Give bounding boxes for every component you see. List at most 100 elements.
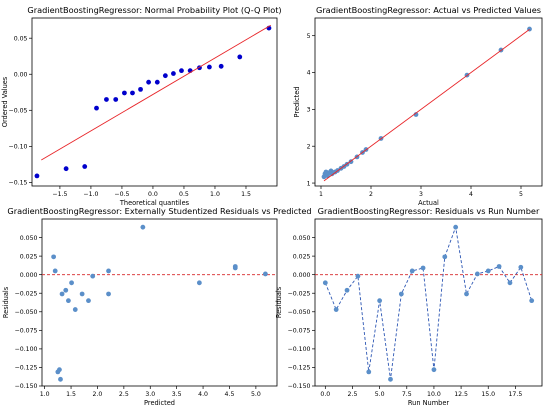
y-tick-label: 0.025 xyxy=(20,253,38,260)
x-tick-label: −1.0 xyxy=(83,191,98,198)
data-point xyxy=(232,265,238,271)
x-axis-label: Actual xyxy=(418,199,439,207)
reference-fit-line xyxy=(41,24,272,161)
y-tick-label: −0.10 xyxy=(9,144,28,151)
data-point xyxy=(59,291,65,297)
y-axis-label: Predicted xyxy=(293,87,301,118)
y-tick-label: 4 xyxy=(307,70,311,77)
x-axis-label: Run Number xyxy=(408,399,450,407)
chart-panel-1: GradientBoostingRegressor: Normal Probab… xyxy=(1,5,282,207)
chart-title: GradientBoostingRegressor: Residuals vs … xyxy=(318,206,540,216)
y-tick-label: −0.075 xyxy=(15,328,38,335)
data-point xyxy=(140,224,146,230)
y-tick-label: −0.100 xyxy=(288,346,311,353)
x-tick-label: 0.0 xyxy=(148,191,158,198)
data-point xyxy=(262,271,268,277)
data-point xyxy=(146,79,152,85)
data-point xyxy=(485,268,491,274)
data-point xyxy=(57,367,62,373)
chart-title: GradientBoostingRegressor: Normal Probab… xyxy=(27,5,281,15)
x-tick-label: 1.5 xyxy=(66,391,76,398)
x-tick-label: 2.0 xyxy=(93,391,103,398)
data-point xyxy=(94,105,99,111)
chart-panel-2: GradientBoostingRegressor: Actual vs Pre… xyxy=(293,5,543,207)
data-point xyxy=(420,265,426,271)
y-tick-label: 1 xyxy=(307,180,311,187)
x-tick-label: 4.5 xyxy=(225,391,235,398)
data-point xyxy=(72,307,78,312)
y-tick-label: −0.075 xyxy=(288,328,311,335)
data-point xyxy=(82,164,88,169)
x-tick-label: 2 xyxy=(369,191,373,198)
x-tick-label: 7.5 xyxy=(402,391,412,398)
data-point xyxy=(52,268,58,274)
data-point xyxy=(431,367,437,373)
data-point xyxy=(218,63,224,69)
x-tick-label: 2.5 xyxy=(119,391,129,398)
data-point xyxy=(413,112,419,117)
y-tick-label: 0.025 xyxy=(293,253,311,260)
y-axis-label: Ordered Values xyxy=(1,76,9,127)
data-point xyxy=(51,254,57,260)
y-tick-label: 0.05 xyxy=(14,35,28,42)
x-tick-label: 3.5 xyxy=(172,391,182,398)
data-point xyxy=(518,264,524,270)
y-tick-label: −0.050 xyxy=(15,309,38,316)
y-tick-label: −0.15 xyxy=(9,180,28,187)
data-point xyxy=(237,54,243,60)
data-point xyxy=(34,173,40,179)
data-point xyxy=(106,268,111,274)
y-tick-label: 0.00 xyxy=(14,71,28,78)
data-point xyxy=(442,254,448,260)
x-tick-label: −0.5 xyxy=(114,191,129,198)
plot-area-frame xyxy=(41,218,278,387)
data-point xyxy=(179,68,184,74)
y-tick-label: 0.050 xyxy=(20,235,38,242)
data-point xyxy=(58,376,63,382)
x-tick-label: 1.0 xyxy=(40,391,50,398)
x-tick-label: 1.5 xyxy=(241,191,251,198)
x-tick-label: 3 xyxy=(419,191,423,198)
data-point xyxy=(474,271,480,277)
x-tick-label: 12.5 xyxy=(454,391,468,398)
y-tick-label: 0.050 xyxy=(293,235,311,242)
data-point xyxy=(398,291,404,297)
data-point xyxy=(113,97,119,102)
x-tick-label: 15.0 xyxy=(481,391,495,398)
data-point xyxy=(496,264,502,269)
x-tick-label: 4 xyxy=(469,191,473,198)
plot-area-frame xyxy=(314,17,543,187)
data-point xyxy=(138,86,143,92)
x-tick-label: 1 xyxy=(319,191,323,198)
data-point xyxy=(453,224,459,230)
x-tick-label: 5 xyxy=(519,191,523,198)
data-point xyxy=(507,280,513,286)
x-tick-label: 10.0 xyxy=(427,391,441,398)
data-point xyxy=(206,64,212,70)
x-axis-label: Theoretical quantiles xyxy=(119,199,190,207)
data-point xyxy=(366,369,372,375)
x-tick-label: 4.0 xyxy=(198,391,208,398)
data-point xyxy=(377,298,383,304)
data-point xyxy=(104,97,109,102)
y-tick-label: 2 xyxy=(307,143,311,150)
data-point xyxy=(66,298,71,304)
x-tick-label: 5.0 xyxy=(251,391,261,398)
plot-area-frame xyxy=(314,218,543,387)
x-tick-label: 0.0 xyxy=(320,391,330,398)
plot-area-frame xyxy=(31,17,278,187)
data-point xyxy=(388,376,393,382)
data-point xyxy=(63,287,69,293)
y-axis-label: Residuals xyxy=(2,286,10,318)
data-point xyxy=(355,273,361,279)
y-axis-label: Residuals xyxy=(275,286,283,318)
chart-panel-3: GradientBoostingRegressor: Externally St… xyxy=(2,206,312,407)
x-tick-label: 1.0 xyxy=(210,191,220,198)
data-point xyxy=(90,273,96,279)
x-tick-label: 0.5 xyxy=(179,191,189,198)
series-line xyxy=(324,225,533,380)
x-tick-label: 17.5 xyxy=(508,391,522,398)
y-tick-label: −0.025 xyxy=(15,290,38,297)
data-point xyxy=(86,298,91,304)
